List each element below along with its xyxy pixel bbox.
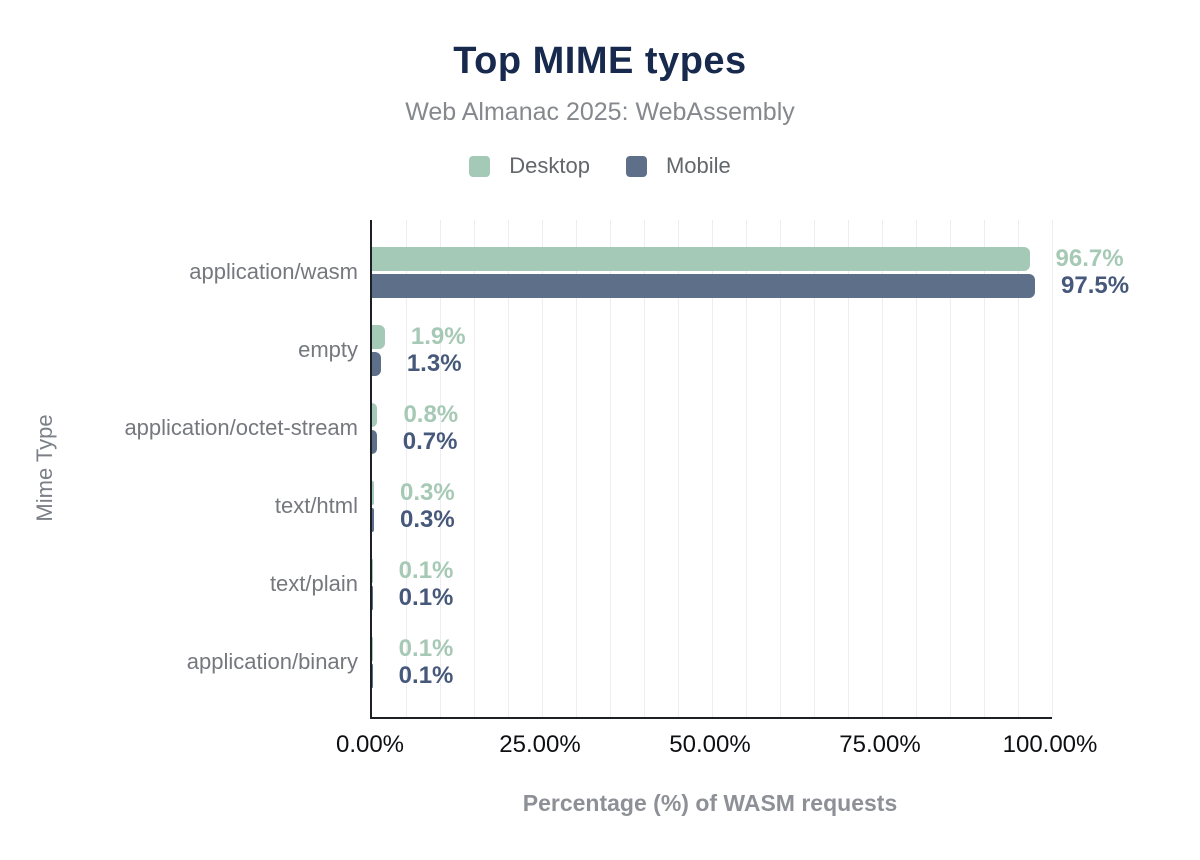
bar-mobile <box>372 429 377 454</box>
bar-value-label-desktop: 0.3% <box>400 478 455 506</box>
chart-subtitle: Web Almanac 2025: WebAssembly <box>405 98 795 126</box>
gridline <box>712 220 713 717</box>
bar-value-label-mobile: 1.3% <box>406 349 462 377</box>
bar-desktop <box>372 324 385 349</box>
gridline <box>644 220 645 717</box>
bar-value-label-mobile: 0.7% <box>402 427 458 455</box>
category-labels: application/wasm empty application/octet-s… <box>0 220 358 717</box>
chart-title: Top MIME types <box>453 40 747 82</box>
gridline <box>984 220 985 717</box>
category-label: empty <box>298 337 358 362</box>
x-tick-label: 25.00% <box>499 731 581 758</box>
legend-label-desktop: Desktop <box>509 153 590 178</box>
category-label: application/binary <box>186 649 358 674</box>
legend-item-mobile: Mobile <box>625 153 731 179</box>
gridline <box>542 220 543 717</box>
category-label: application/wasm <box>189 259 358 284</box>
bar-value-label-desktop: 1.9% <box>410 322 466 350</box>
gridline <box>610 220 611 717</box>
gridline <box>406 220 407 717</box>
bar-desktop <box>372 558 373 583</box>
x-tick-label: 50.00% <box>669 731 751 758</box>
gridline <box>474 220 475 717</box>
bar-desktop <box>372 480 375 505</box>
legend-item-desktop: Desktop <box>469 153 590 179</box>
x-tick-label: 75.00% <box>839 731 921 758</box>
gridline <box>848 220 849 717</box>
x-axis-title: Percentage (%) of WASM requests <box>522 790 898 816</box>
legend-label-mobile: Mobile <box>665 153 731 178</box>
bar-mobile <box>372 663 373 688</box>
gridline <box>576 220 577 717</box>
gridline <box>746 220 747 717</box>
gridline <box>814 220 815 717</box>
legend: Desktop Mobile <box>0 153 1200 179</box>
bar-desktop <box>372 402 378 427</box>
bar-value-label-desktop: 96.7% <box>1055 244 1124 272</box>
bar-value-label-desktop: 0.8% <box>403 400 459 428</box>
mobile-swatch-icon <box>625 155 647 177</box>
bar-mobile <box>372 507 375 532</box>
gridline <box>950 220 951 717</box>
x-tick-label: 100.00% <box>1002 731 1098 758</box>
bar-value-label-mobile: 97.5% <box>1061 271 1130 299</box>
gridline <box>780 220 781 717</box>
gridline <box>678 220 679 717</box>
desktop-swatch-icon <box>469 155 491 177</box>
bar-mobile <box>372 351 381 376</box>
x-tick-label: 0.00% <box>335 731 405 758</box>
bar-value-label-desktop: 0.1% <box>398 634 454 662</box>
gridline <box>882 220 883 717</box>
bar-mobile <box>372 273 1035 298</box>
bar-mobile <box>372 585 373 610</box>
gridline <box>440 220 441 717</box>
bar-desktop <box>372 246 1030 271</box>
bar-value-label-desktop: 0.1% <box>398 556 454 584</box>
category-label: application/octet-stream <box>124 415 358 440</box>
bar-value-label-mobile: 0.1% <box>398 661 454 689</box>
gridline <box>1018 220 1019 717</box>
category-label: text/html <box>274 493 358 518</box>
bar-desktop <box>372 636 373 661</box>
gridline <box>508 220 509 717</box>
category-label: text/plain <box>269 571 358 596</box>
bar-value-label-mobile: 0.3% <box>400 505 455 533</box>
gridline <box>1052 220 1053 717</box>
gridline <box>916 220 917 717</box>
bar-value-label-mobile: 0.1% <box>398 583 454 611</box>
plot-area: 96.7% 97.5% 1.9% 1.3% 0.8% 0.7% 0.3% 0.3% 0.1% 0.… <box>370 220 1129 719</box>
